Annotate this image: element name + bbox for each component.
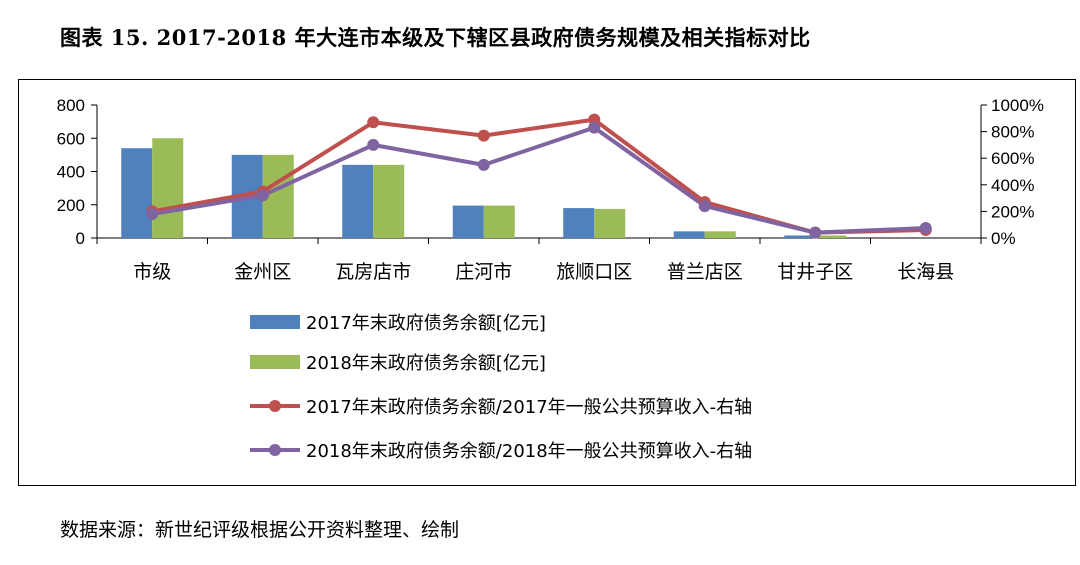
bar xyxy=(815,235,847,238)
y-right-tick-label: 0% xyxy=(991,229,1016,248)
legend-swatch xyxy=(250,355,300,369)
line-point xyxy=(256,189,269,202)
line-point xyxy=(809,226,822,239)
legend-label: 2018年末政府债务余额/2018年一般公共预算收入-右轴 xyxy=(306,441,752,462)
legend-label: 2018年末政府债务余额[亿元] xyxy=(306,353,546,374)
chart-title: 图表 15. 2017-2018 年大连市本级及下辖区县政府债务规模及相关指标对… xyxy=(60,25,811,50)
y-left-tick-label: 800 xyxy=(57,96,85,115)
y-left-tick-label: 600 xyxy=(57,129,85,148)
source-note: 数据来源：新世纪评级根据公开资料整理、绘制 xyxy=(60,519,460,541)
line-point xyxy=(146,208,159,221)
y-left-tick-label: 0 xyxy=(76,229,85,248)
x-tick-label: 金州区 xyxy=(234,261,291,283)
line-point xyxy=(477,129,490,142)
x-tick-label: 市级 xyxy=(133,261,171,283)
line-point xyxy=(588,121,601,134)
x-tick-label: 旅顺口区 xyxy=(556,261,632,283)
x-tick-label: 长海县 xyxy=(897,261,954,283)
y-left-tick-label: 400 xyxy=(57,163,85,182)
y-right-tick-label: 1000% xyxy=(991,96,1044,115)
line-point xyxy=(477,158,490,171)
legend-marker xyxy=(269,444,281,456)
line-point xyxy=(367,138,380,151)
chart-frame xyxy=(18,79,1076,486)
x-tick-label: 庄河市 xyxy=(455,261,512,283)
y-right-tick-label: 800% xyxy=(991,123,1034,142)
lines-layer xyxy=(146,113,932,239)
bar xyxy=(673,231,705,238)
line-point xyxy=(919,222,932,235)
bar xyxy=(373,164,405,238)
bar xyxy=(152,138,184,238)
legend-label: 2017年末政府债务余额/2017年一般公共预算收入-右轴 xyxy=(306,397,752,418)
series-line xyxy=(151,125,926,235)
y-right-tick-label: 400% xyxy=(991,176,1034,195)
legend-swatch xyxy=(250,315,300,329)
y-left-tick-label: 200 xyxy=(57,196,85,215)
bar xyxy=(483,205,515,238)
bars-layer xyxy=(121,138,847,238)
x-tick-label: 普兰店区 xyxy=(667,261,743,283)
legend-layer: 2017年末政府债务余额[亿元] 2018年末政府债务余额[亿元] 2017年末政府… xyxy=(250,313,752,462)
legend-marker xyxy=(269,400,281,412)
bar xyxy=(452,205,484,238)
bar xyxy=(704,231,736,238)
bar xyxy=(121,148,153,238)
x-tick-label: 瓦房店市 xyxy=(335,261,411,283)
line-point xyxy=(367,116,380,129)
axes-layer: 0 200 400 600 800 0% 200% 400% 600% 800% 1000% 市级 金州… xyxy=(57,96,1044,283)
bar xyxy=(563,208,595,238)
y-right-tick-label: 600% xyxy=(991,149,1034,168)
line-point xyxy=(698,200,711,213)
x-tick-label: 甘井子区 xyxy=(777,261,853,283)
bar xyxy=(594,208,626,238)
bar xyxy=(342,164,374,238)
legend-label: 2017年末政府债务余额[亿元] xyxy=(306,313,546,334)
y-right-tick-label: 200% xyxy=(991,202,1034,221)
bar xyxy=(784,235,816,238)
